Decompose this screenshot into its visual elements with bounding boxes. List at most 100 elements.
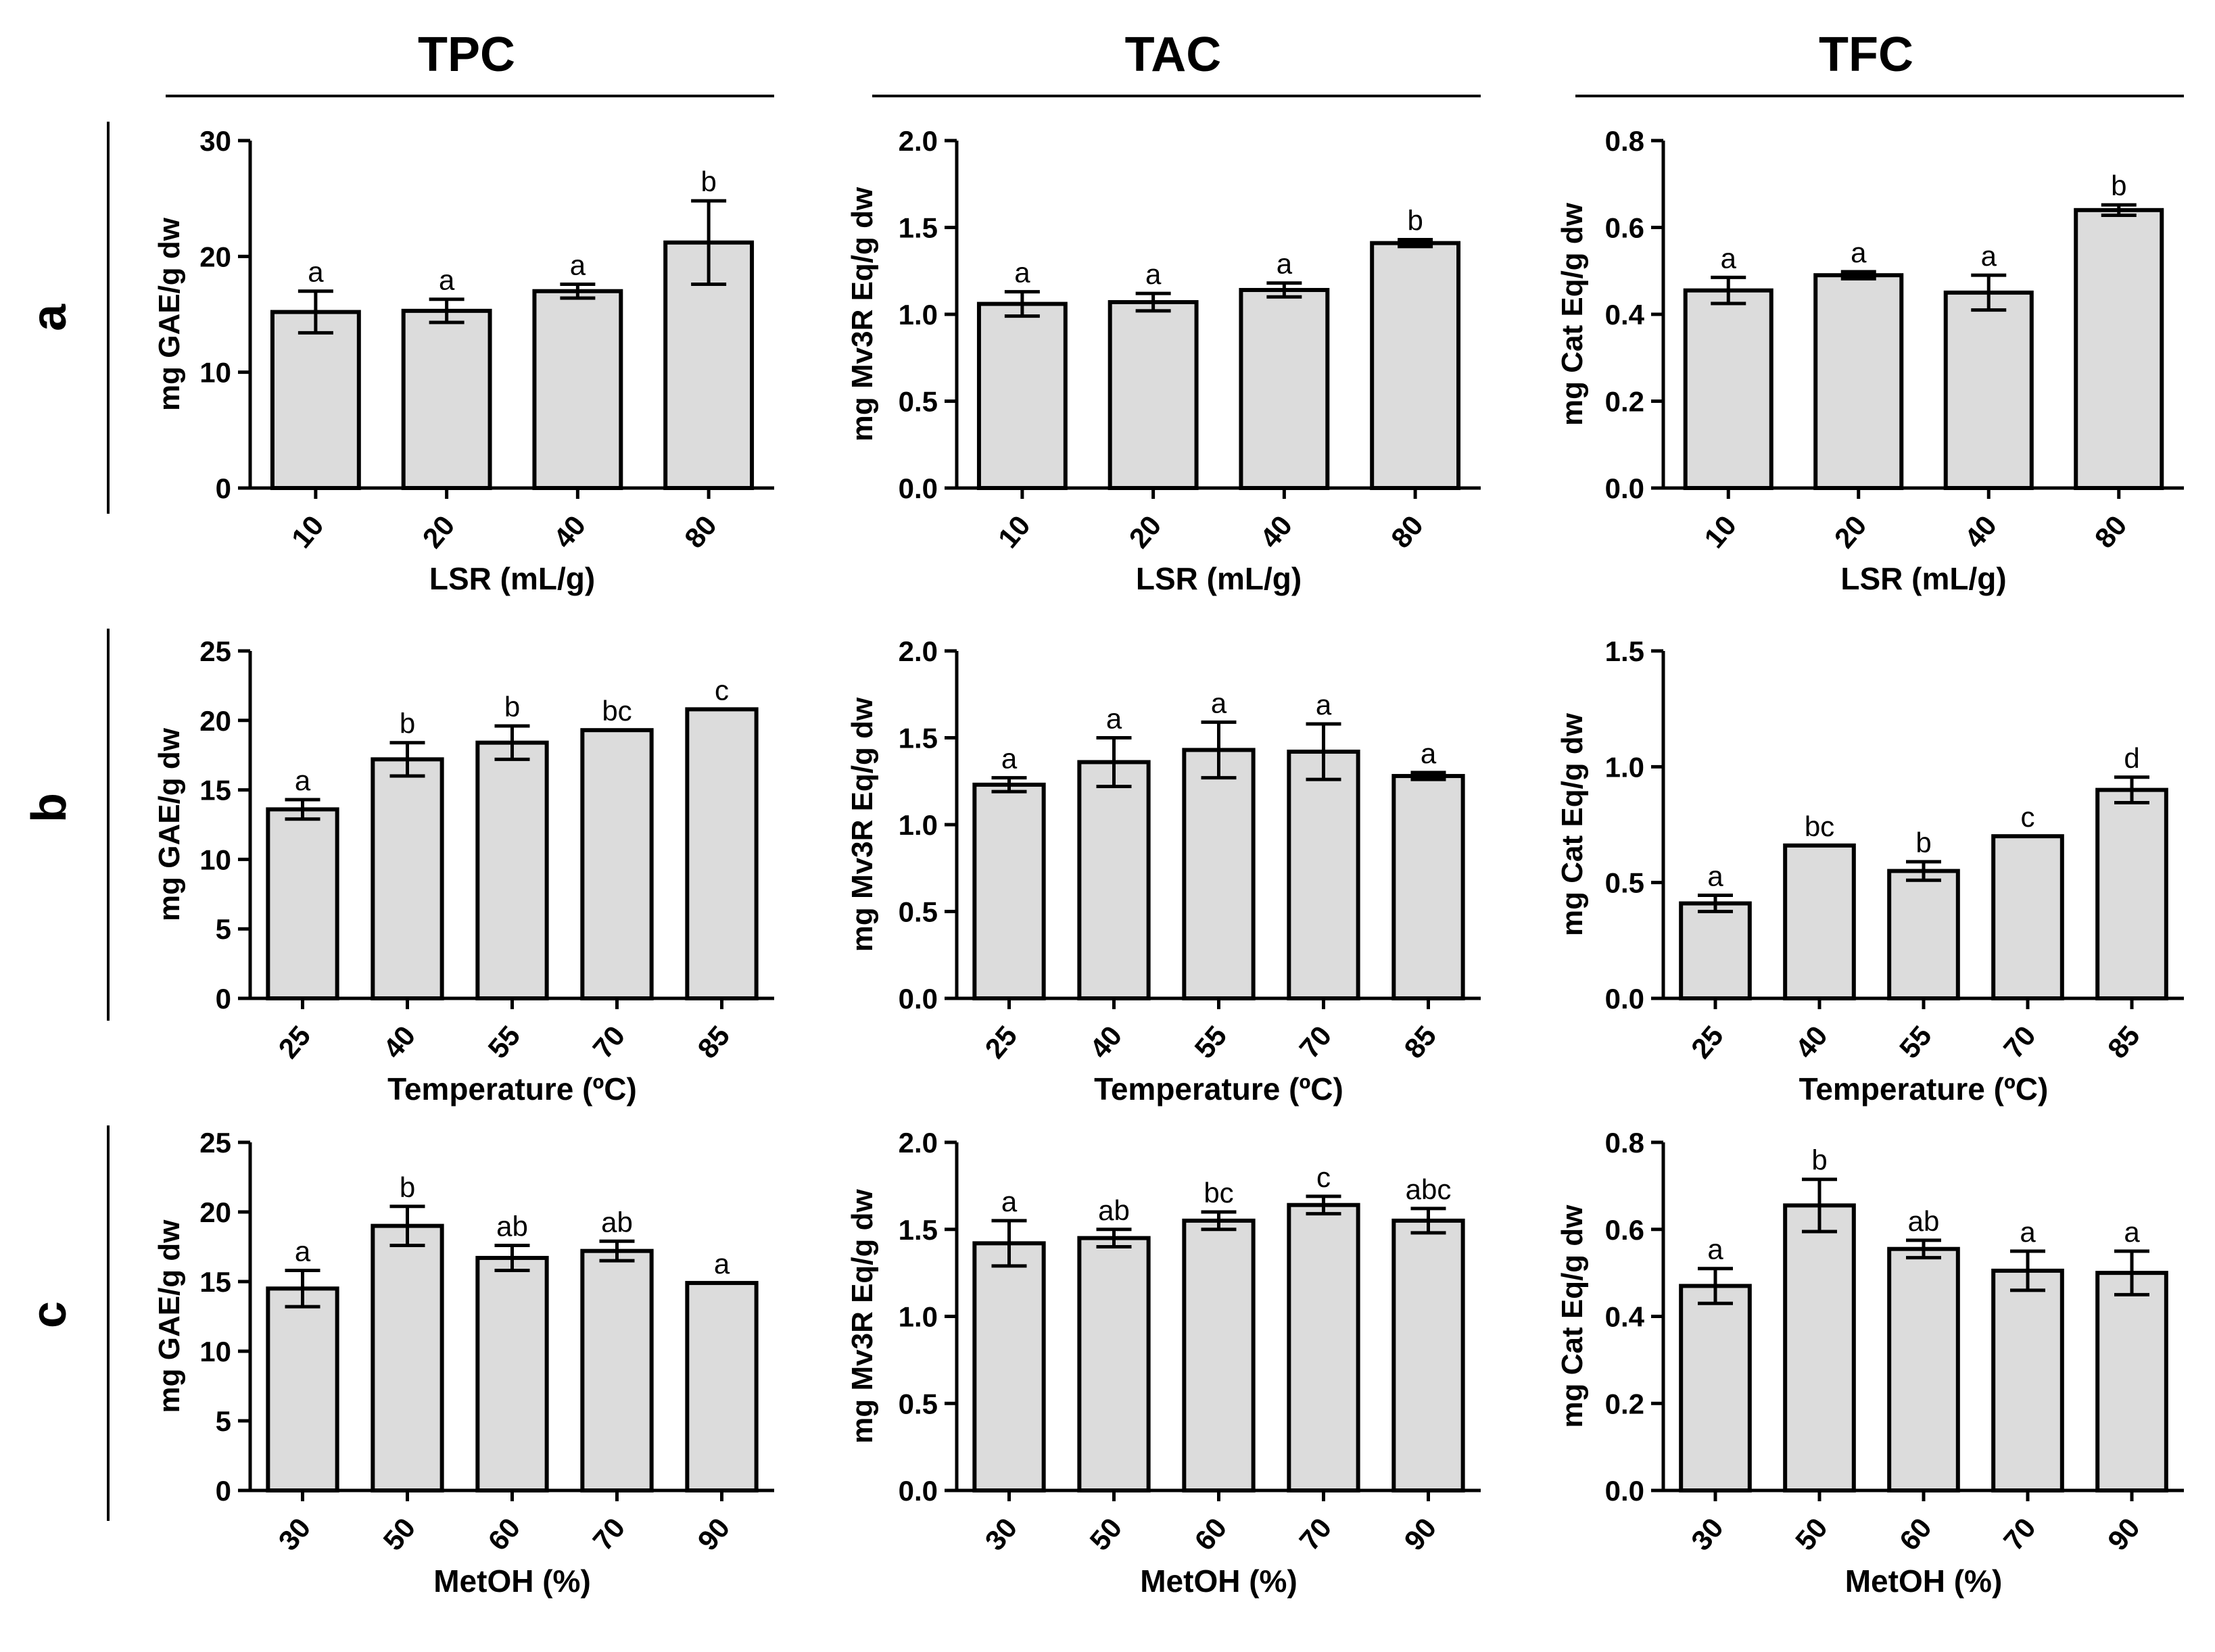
significance-letter: a [295,764,311,796]
x-tick-label: 70 [1293,1020,1337,1065]
y-axis-label: mg GAE/g dw [153,217,186,411]
column-title-tpc: TPC [418,28,515,82]
x-tick-label: 50 [1083,1512,1128,1557]
y-axis-label: mg Cat Eq/g dw [1556,712,1589,936]
bar [401,308,492,490]
bar [1108,300,1199,490]
significance-letter: b [1915,827,1931,858]
x-tick-label: 70 [586,1020,631,1065]
y-tick-label: 0.0 [1605,983,1644,1015]
significance-letter: a [1316,689,1332,721]
x-tick-label: 50 [1789,1512,1834,1557]
significance-letter: b [504,691,520,723]
x-axis-label: LSR (mL/g) [1840,561,2006,596]
y-tick-label: 1.0 [899,1301,938,1333]
y-tick-label: 0.0 [899,472,938,504]
y-tick-label: 1.0 [899,809,938,841]
y-tick-label: 0.4 [1605,299,1645,331]
bar [1679,901,1752,1001]
y-axis-label: mg Mv3R Eq/g dw [846,697,879,952]
y-tick-label: 0 [216,472,231,504]
significance-letter: b [700,166,716,197]
y-tick-label: 0.2 [1605,386,1644,418]
y-axis-label: mg Mv3R Eq/g dw [846,1188,879,1443]
x-axis-label: MetOH (%) [433,1563,591,1599]
significance-letter: a [1707,1234,1723,1265]
y-axis-label: mg Cat Eq/g dw [1556,1205,1589,1428]
bar [270,310,361,490]
y-tick-label: 0.6 [1605,1214,1644,1246]
bar [1783,843,1856,1000]
significance-letter: b [2111,170,2126,201]
bar [1679,1284,1752,1492]
x-tick-label: 90 [691,1512,736,1557]
y-tick-label: 5 [216,913,231,945]
x-tick-label: 85 [2101,1020,2146,1065]
y-tick-label: 2.0 [899,635,938,667]
x-tick-label: 40 [547,510,592,554]
x-axis-label: MetOH (%) [1845,1563,2003,1599]
y-tick-label: 20 [199,1196,231,1228]
significance-letter: a [1277,248,1293,280]
bar [532,289,623,490]
y-axis-label: mg GAE/g dw [153,727,186,921]
bar [976,301,1068,490]
y-tick-label: 1.5 [899,212,938,244]
bar [1287,750,1360,1001]
x-axis-label: Temperature (ºC) [1799,1071,2049,1107]
y-tick-label: 0.0 [1605,472,1644,504]
y-tick-label: 1.0 [899,299,938,331]
x-tick-label: 20 [1828,510,1873,554]
x-tick-label: 90 [2101,1512,2146,1557]
bar [2095,1271,2168,1492]
chart-a-tfc: 0.0 0.2 0.4 0.6 0.8 mg Cat Eq/g dw a 10 a 20 a 40 b 8… [1556,125,2184,596]
x-tick-label: 40 [1254,510,1298,554]
significance-letter: a [2020,1216,2036,1248]
x-tick-label: 30 [978,1512,1023,1557]
y-tick-label: 10 [199,357,231,389]
x-tick-label: 40 [377,1020,421,1065]
x-tick-label: 25 [1685,1020,1730,1065]
x-tick-label: 55 [481,1020,526,1065]
significance-letter: a [1211,687,1227,719]
significance-letter: abc [1406,1173,1452,1205]
y-axis-label: mg GAE/g dw [153,1219,186,1413]
significance-letter: c [715,674,729,706]
significance-letter: a [1145,258,1162,290]
y-tick-label: 0.5 [1605,867,1644,899]
significance-letter: a [1106,703,1122,735]
significance-letter: a [570,249,586,281]
significance-letter: c [2021,801,2035,833]
x-tick-label: 60 [1893,1512,1938,1557]
significance-letter: b [1407,204,1423,236]
bar [685,1281,759,1493]
bar [580,728,654,1001]
significance-letter: a [714,1248,730,1280]
x-tick-label: 85 [691,1020,736,1065]
bar [266,807,339,1001]
y-tick-label: 0.5 [899,1388,938,1419]
significance-letter: ab [1098,1194,1130,1226]
significance-letter: a [1014,257,1030,289]
row-label-a: a [22,303,76,331]
y-tick-label: 0.5 [899,896,938,928]
significance-letter: b [400,1171,415,1203]
chart-c-tfc: 0.0 0.2 0.4 0.6 0.8 mg Cat Eq/g dw a 30 b 50 ab 60 a… [1556,1127,2184,1599]
y-tick-label: 0.0 [899,1475,938,1507]
y-tick-label: 0.4 [1605,1301,1645,1333]
bar [1991,1268,2064,1492]
significance-letter: a [1981,240,1997,272]
x-axis-label: LSR (mL/g) [1136,561,1302,596]
bar [1943,290,2034,490]
bar [371,757,444,1001]
significance-letter: a [308,256,324,288]
x-tick-label: 40 [1083,1020,1128,1065]
x-tick-label: 25 [272,1020,316,1065]
significance-letter: b [400,708,415,739]
y-tick-label: 10 [199,1336,231,1367]
significance-letter: bc [602,695,632,727]
significance-letter: a [1421,737,1437,769]
bar [1077,760,1151,1000]
bar [475,740,549,1001]
